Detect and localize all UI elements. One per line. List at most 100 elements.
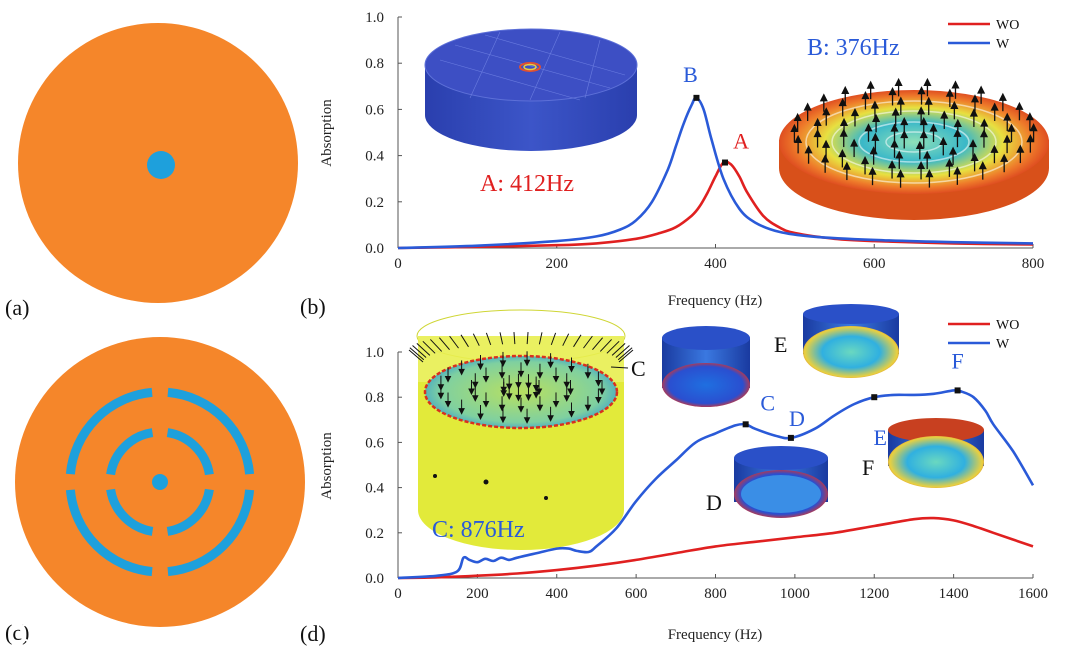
field-arrow-head — [482, 400, 490, 408]
field-arrow-head — [1016, 144, 1025, 153]
field-arrow-head — [998, 92, 1007, 101]
field-arrow-head — [950, 100, 959, 109]
x-tick-label: 600 — [863, 256, 886, 272]
field-arrow-head — [919, 117, 928, 126]
field-arrow-head — [923, 150, 932, 159]
field-arrow-head — [437, 392, 445, 400]
field-arrow-head — [939, 136, 948, 146]
peak-marker-b — [693, 94, 700, 101]
field-arrow-head — [838, 148, 847, 158]
field-arrow-head — [929, 123, 938, 132]
field-arrow-head — [547, 415, 554, 422]
field-arrow-head — [482, 376, 490, 383]
field-arrow-head — [866, 80, 875, 89]
inset-a-mode — [424, 28, 638, 151]
field-arrow — [606, 340, 620, 354]
field-arrow-head — [891, 107, 900, 116]
field-arrow — [615, 345, 630, 358]
field-arrow-head — [584, 372, 592, 379]
field-arrow-head — [595, 396, 602, 404]
field-arrow — [583, 335, 593, 349]
inset-b-mode — [779, 77, 1049, 220]
y-tick-label: 0.4 — [365, 149, 384, 165]
y-tick-label: 1.0 — [365, 345, 384, 361]
field-arrow-head — [813, 117, 822, 126]
field-arrow-head — [894, 77, 903, 87]
y-tick-label: 0.6 — [365, 102, 384, 118]
peak-marker-e — [871, 394, 878, 401]
field-arrow-head — [498, 372, 506, 379]
middle-slot-4 — [106, 428, 154, 476]
field-arrow-head — [523, 359, 531, 367]
field-arrow-head — [841, 85, 850, 95]
field-arrow-head — [477, 363, 484, 371]
inset-f-small-surface — [888, 436, 984, 488]
field-arrow-head — [1015, 101, 1024, 110]
x-tick-label: 800 — [1022, 256, 1045, 272]
y-tick-label: 0.8 — [365, 56, 384, 72]
field-arrow — [412, 345, 427, 358]
field-arrow-head — [517, 370, 525, 378]
field-arrow-head — [500, 386, 508, 394]
panel-label-d: (d) — [300, 621, 326, 646]
field-arrow-head — [532, 391, 540, 399]
field-arrow-head — [860, 155, 870, 165]
field-arrow-head — [803, 102, 812, 111]
field-arrow-head — [525, 382, 532, 390]
field-arrow-head — [444, 400, 452, 408]
inset-e-small — [803, 304, 899, 378]
field-arrow-head — [1025, 112, 1034, 121]
inset-e-small-surface — [803, 326, 899, 378]
middle-slot-1 — [166, 428, 214, 476]
field-arrow-head — [850, 108, 860, 117]
middle-slot-2 — [166, 488, 214, 536]
x-tick-label: 1400 — [939, 586, 969, 602]
field-arrow-head — [819, 93, 828, 102]
middle-slot-3 — [106, 488, 154, 536]
field-arrow-head — [925, 169, 934, 178]
y-tick-label: 0.0 — [365, 241, 384, 257]
field-arrow — [618, 349, 634, 363]
annotation-c-876hz: C: 876Hz — [432, 517, 525, 543]
field-arrow-head — [547, 361, 554, 369]
field-arrow-head — [850, 138, 859, 147]
x-tick-label: 600 — [625, 586, 648, 602]
chart-b-xlabel: Frequency (Hz) — [668, 293, 763, 309]
field-arrow-head — [790, 123, 799, 133]
field-arrow-head — [595, 380, 602, 387]
peak-label-d: D — [789, 406, 805, 431]
peak-label-f: F — [951, 348, 963, 373]
field-arrow-head — [499, 416, 507, 424]
field-arrow — [499, 332, 504, 345]
field-arrow-head — [1003, 112, 1012, 121]
field-arrow-head — [523, 417, 531, 424]
field-arrow-head — [444, 376, 452, 383]
field-arrow-head — [498, 404, 506, 412]
y-tick-label: 0.0 — [365, 571, 384, 587]
inset-c-mode: C — [408, 309, 646, 550]
field-arrow-head — [437, 384, 445, 391]
x-tick-label: 1000 — [780, 586, 810, 602]
inset-label-f: F — [862, 455, 874, 480]
field-arrow — [617, 347, 633, 361]
field-arrow — [422, 340, 436, 354]
center-hole-a — [147, 151, 175, 179]
field-arrow — [550, 332, 557, 346]
chart-d-xlabel: Frequency (Hz) — [668, 627, 763, 643]
field-arrow-head — [839, 117, 849, 126]
inset-d-small — [734, 446, 828, 518]
field-arrow-head — [861, 91, 870, 100]
field-arrow-head — [568, 411, 575, 418]
field-arrow-head — [598, 388, 606, 396]
field-arrow-head — [945, 88, 954, 97]
field-arrow-head — [990, 102, 999, 111]
field-arrow-head — [822, 139, 831, 148]
field-arrow-head — [1007, 123, 1016, 132]
field-arrow — [408, 349, 424, 363]
field-arrow-head — [793, 112, 802, 122]
field-arrow-head — [917, 86, 926, 95]
field-arrow-head — [458, 368, 465, 376]
field-arrow — [438, 337, 450, 351]
outer-slot-1 — [167, 387, 255, 475]
